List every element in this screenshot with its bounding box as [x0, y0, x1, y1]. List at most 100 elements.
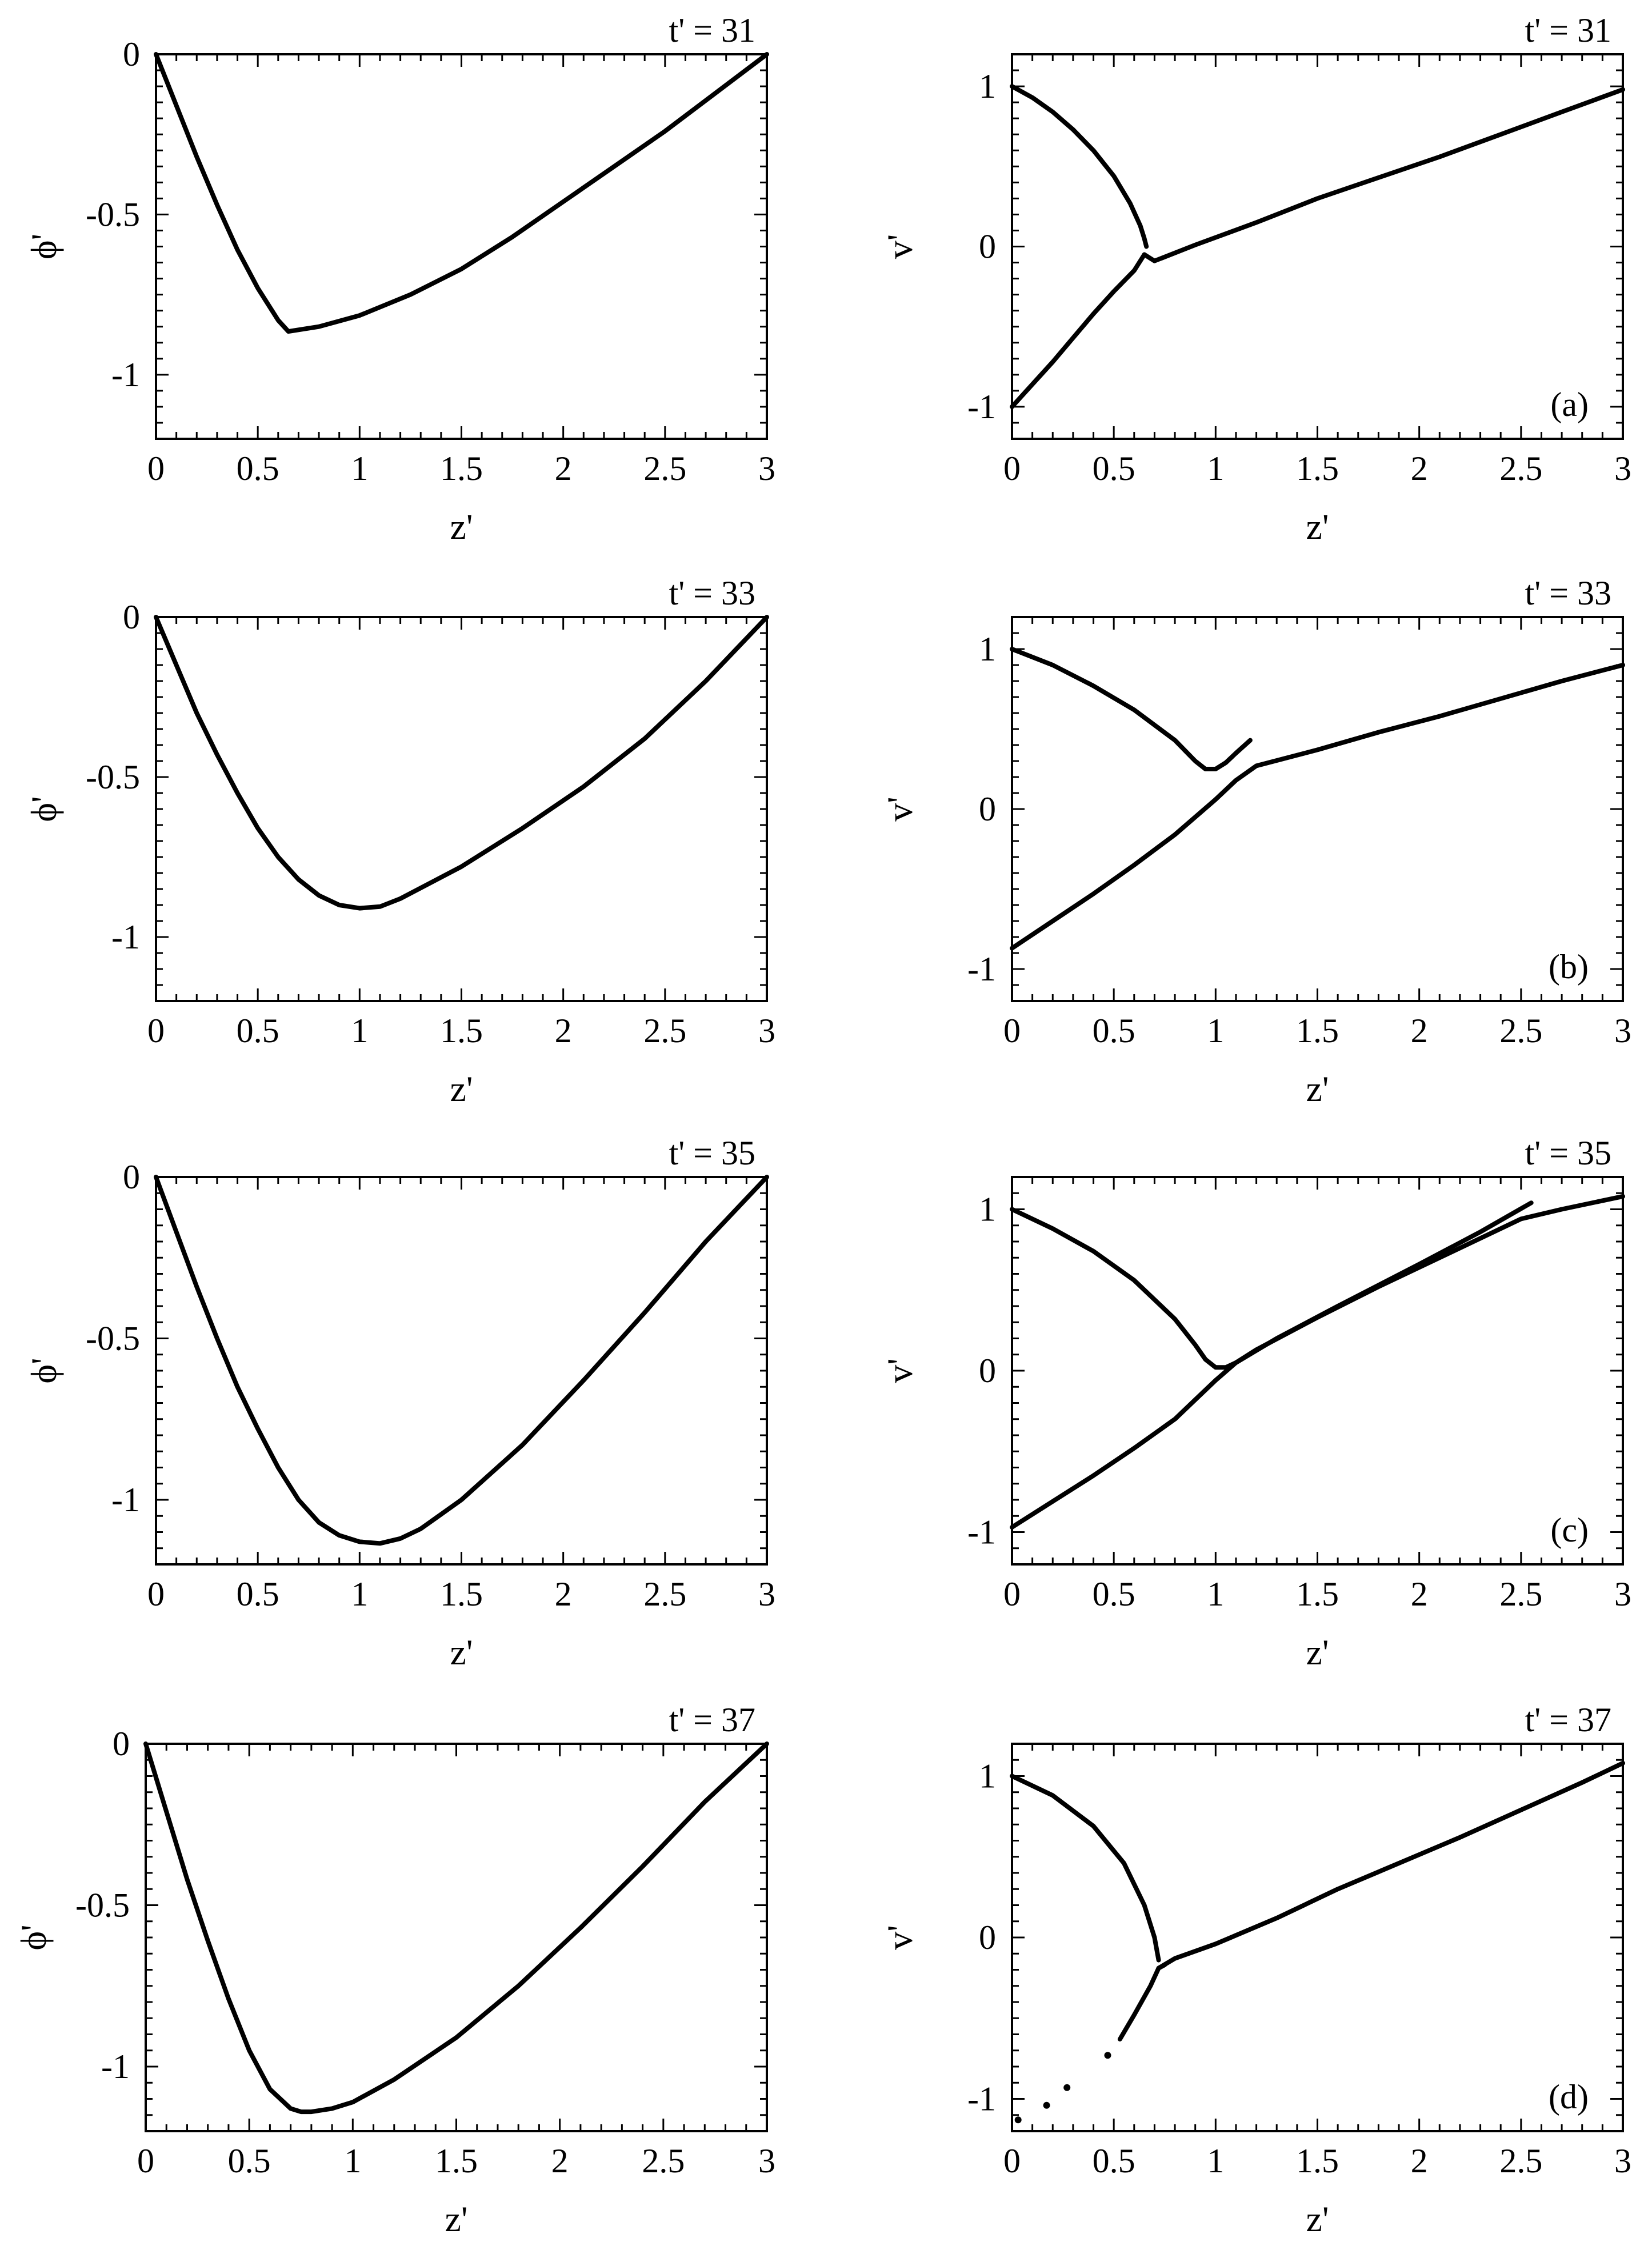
x-tick-label: 0 — [1003, 450, 1021, 487]
x-tick-label: 1.5 — [1296, 1012, 1339, 1050]
panel-v-35: 0 0.5 1 1.5 2 2.5 310-1z'v't' = 35(c) — [879, 1134, 1631, 1672]
series-line-1 — [1117, 1963, 1167, 2041]
data-point — [1063, 2084, 1071, 2091]
panel-label: (a) — [1550, 386, 1589, 423]
x-tick-label: 2 — [555, 450, 572, 487]
y-tick-label: -1 — [967, 1514, 996, 1551]
x-tick-label: 2 — [551, 2142, 569, 2180]
x-tick-label: 1 — [1207, 2142, 1224, 2180]
series-line-0 — [143, 1741, 769, 2115]
time-label: t' = 37 — [1525, 1701, 1611, 1739]
x-axis-label: z' — [1306, 1632, 1329, 1672]
x-tick-label: 3 — [758, 1575, 775, 1613]
y-tick-label: 0 — [979, 1352, 996, 1390]
x-tick-label: 3 — [1614, 2142, 1631, 2180]
panel-label: (c) — [1550, 1511, 1589, 1549]
x-axis-label: z' — [1306, 506, 1329, 547]
x-tick-label: 1.5 — [1296, 450, 1339, 487]
y-axis-label: ϕ' — [13, 1924, 54, 1950]
x-tick-label: 3 — [1614, 1012, 1631, 1050]
x-tick-label: 0.5 — [1093, 1012, 1135, 1050]
y-tick-label: 0 — [979, 790, 996, 828]
x-tick-label: 0.5 — [1093, 2142, 1135, 2180]
plot-frame — [1011, 616, 1624, 1002]
time-label: t' = 35 — [669, 1134, 755, 1172]
x-axis-label: z' — [450, 506, 473, 547]
plot-frame — [1011, 1743, 1624, 2132]
x-tick-label: 2 — [555, 1575, 572, 1613]
plot-frame — [155, 53, 768, 440]
time-label: t' = 35 — [1525, 1134, 1611, 1172]
y-tick-label: -0.5 — [86, 758, 140, 796]
y-axis-label: v' — [879, 796, 920, 822]
panel-v-31: 0 0.5 1 1.5 2 2.5 310-1z'v't' = 31(a) — [879, 11, 1631, 547]
y-tick-label: 0 — [979, 1919, 996, 1956]
y-axis-label: v' — [879, 1358, 920, 1383]
x-tick-label: 0 — [1003, 1575, 1021, 1613]
x-tick-label: 2.5 — [1499, 1575, 1542, 1613]
x-tick-label: 0.5 — [237, 1012, 279, 1050]
x-tick-label: 1.5 — [1296, 1575, 1339, 1613]
series-line-0 — [154, 615, 769, 911]
y-tick-label: -1 — [111, 918, 140, 956]
y-axis-label: v' — [879, 234, 920, 259]
y-tick-label: 1 — [979, 67, 996, 105]
plot-frame — [1011, 53, 1624, 440]
x-tick-label: 3 — [758, 2142, 775, 2180]
x-tick-label: 0.5 — [237, 1575, 279, 1613]
x-tick-label: 2 — [1411, 2142, 1428, 2180]
x-tick-label: 3 — [758, 450, 775, 487]
time-label: t' = 33 — [1525, 574, 1611, 612]
x-tick-label: 3 — [1614, 1575, 1631, 1613]
y-tick-label: -1 — [111, 1481, 140, 1519]
x-tick-label: 3 — [758, 1012, 775, 1050]
x-tick-label: 3 — [1614, 450, 1631, 487]
x-tick-label: 2.5 — [642, 2142, 685, 2180]
plot-frame — [145, 1743, 768, 2132]
x-tick-label: 2.5 — [1499, 1012, 1542, 1050]
x-tick-label: 2.5 — [1499, 2142, 1542, 2180]
x-axis-label: z' — [450, 1632, 473, 1672]
y-axis-label: ϕ' — [23, 796, 64, 822]
series-line-1 — [1010, 663, 1625, 951]
series-line-1 — [1010, 252, 1147, 409]
panel-phi-33: 0 0.5 1 1.5 2 2.5 3 0 -0.5 -1 z' ϕ' t' = 33 — [23, 574, 775, 1109]
x-tick-label: 2.5 — [643, 1012, 686, 1050]
series-line-0 — [1010, 1773, 1161, 1963]
y-axis-label: v' — [879, 1925, 920, 1950]
x-tick-label: 2 — [1411, 450, 1428, 487]
plot-frame — [1011, 1176, 1624, 1566]
y-tick-label: 1 — [979, 1757, 996, 1795]
x-tick-label: 2 — [1411, 1012, 1428, 1050]
y-tick-label: -1 — [967, 950, 996, 988]
x-tick-label: 0 — [1003, 1012, 1021, 1050]
x-tick-label: 2.5 — [643, 1575, 686, 1613]
y-tick-label: 0 — [123, 35, 140, 73]
x-tick-label: 0.5 — [228, 2142, 271, 2180]
x-axis-label: z' — [450, 1068, 473, 1109]
x-tick-label: 0 — [137, 2142, 154, 2180]
data-point — [1043, 2101, 1050, 2109]
x-axis-label: z' — [1306, 1068, 1329, 1109]
panel-v-33: 0 0.5 1 1.5 2 2.5 310-1z'v't' = 33(b) — [879, 574, 1631, 1109]
x-axis-label: z' — [445, 2199, 468, 2239]
y-tick-label: 0 — [113, 1725, 130, 1763]
y-axis-label: ϕ' — [23, 234, 64, 259]
series-line-1 — [1010, 1194, 1625, 1530]
x-tick-label: 1.5 — [435, 2142, 478, 2180]
x-tick-label: 1 — [1207, 450, 1224, 487]
time-label: t' = 33 — [669, 574, 755, 612]
x-tick-label: 0 — [1003, 2142, 1021, 2180]
y-tick-label: 0 — [123, 598, 140, 636]
series-line-0 — [1010, 84, 1149, 249]
x-tick-label: 0.5 — [237, 450, 279, 487]
x-tick-label: 1 — [351, 1012, 368, 1050]
y-tick-label: -1 — [967, 2080, 996, 2118]
y-tick-label: 1 — [979, 630, 996, 668]
y-axis-label: ϕ' — [23, 1358, 64, 1383]
panel-label: (b) — [1549, 948, 1589, 986]
y-tick-label: -1 — [101, 2048, 130, 2085]
x-axis-label: z' — [1306, 2199, 1329, 2239]
panel-label: (d) — [1549, 2078, 1589, 2116]
x-tick-label: 1 — [344, 2142, 361, 2180]
